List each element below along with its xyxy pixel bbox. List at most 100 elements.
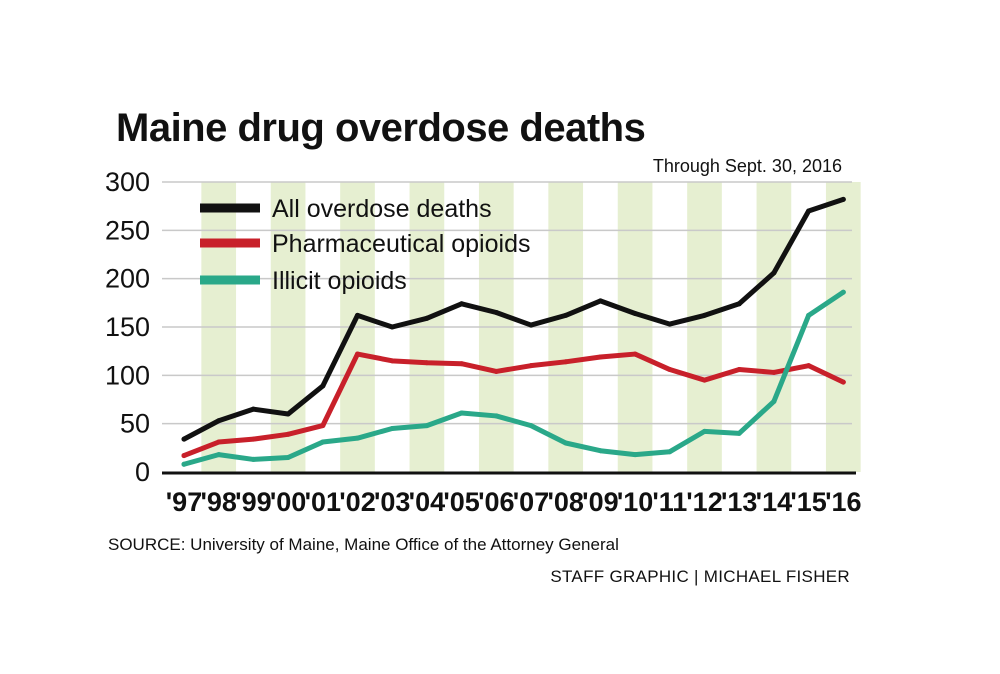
data-point <box>563 359 569 365</box>
data-point <box>320 439 326 445</box>
data-point <box>632 310 638 316</box>
data-point <box>493 413 499 419</box>
x-tick-label: '02 <box>339 487 375 517</box>
x-tick-label: '97 <box>166 487 202 517</box>
data-point <box>389 324 395 330</box>
data-point <box>355 351 360 357</box>
data-point <box>528 423 534 429</box>
x-tick-label: '00 <box>270 487 306 517</box>
data-point <box>216 452 222 458</box>
y-tick-label: 0 <box>135 457 150 487</box>
series-line-2 <box>181 289 846 467</box>
legend-label: All overdose deaths <box>272 195 492 223</box>
series-line-0 <box>181 196 846 442</box>
y-tick-label: 50 <box>120 409 150 439</box>
y-tick-label: 300 <box>105 167 150 197</box>
data-point <box>667 321 673 327</box>
data-point <box>771 398 777 404</box>
series-line-1 <box>181 351 846 459</box>
data-point <box>736 430 742 436</box>
y-axis-ticks: 0 50 100 150 200 250 300 <box>105 167 150 487</box>
y-tick-label: 250 <box>105 215 150 245</box>
x-tick-label: '11 <box>652 487 687 517</box>
chart-title: Maine drug overdose deaths <box>116 106 646 150</box>
data-point <box>285 411 291 417</box>
x-tick-label: '10 <box>617 487 653 517</box>
data-point <box>181 436 187 442</box>
data-point <box>840 379 846 385</box>
x-tick-label: '07 <box>513 487 549 517</box>
x-tick-label: '98 <box>200 487 236 517</box>
data-point <box>736 367 742 373</box>
x-tick-label: '01 <box>305 487 341 517</box>
data-point <box>493 368 499 374</box>
x-tick-label: '16 <box>825 487 861 517</box>
data-point <box>702 312 707 318</box>
data-point <box>806 312 812 318</box>
data-point <box>355 435 360 441</box>
data-point <box>597 448 603 454</box>
x-axis-ticks: '97'98'99'00'01'02'03'04'05'06'07'08'09'… <box>166 487 862 517</box>
x-tick-label: '09 <box>582 487 618 517</box>
data-point <box>771 369 777 375</box>
legend: All overdose deaths Pharmaceutical opioid… <box>200 195 530 295</box>
data-point <box>389 358 395 364</box>
data-point <box>528 363 534 369</box>
data-point <box>355 312 360 318</box>
data-point <box>459 361 465 367</box>
data-point <box>459 301 465 307</box>
data-point <box>667 449 673 455</box>
data-point <box>840 289 846 295</box>
data-point <box>667 367 673 373</box>
chart-subtitle: Through Sept. 30, 2016 <box>652 156 842 176</box>
data-point <box>702 428 707 434</box>
data-point <box>389 426 395 431</box>
x-tick-label: '15 <box>790 487 826 517</box>
data-point <box>528 322 534 328</box>
y-tick-label: 200 <box>105 264 150 294</box>
data-point <box>563 312 569 318</box>
data-point <box>424 360 430 366</box>
x-tick-label: '12 <box>686 487 722 517</box>
data-point <box>424 423 430 429</box>
staff-credit: STAFF GRAPHIC | MICHAEL FISHER <box>550 567 850 586</box>
y-tick-label: 150 <box>105 312 150 342</box>
series-lines <box>181 196 846 467</box>
x-tick-label: '03 <box>374 487 410 517</box>
data-point <box>806 363 812 369</box>
data-point <box>597 354 603 360</box>
gridlines <box>162 181 852 425</box>
x-tick-label: '05 <box>443 487 479 517</box>
data-point <box>702 377 707 383</box>
data-point <box>181 461 187 467</box>
data-point <box>181 453 187 459</box>
data-point <box>250 406 256 412</box>
x-tick-label: '13 <box>721 487 757 517</box>
x-tick-label: '14 <box>756 487 792 517</box>
data-point <box>459 410 465 416</box>
data-point <box>597 298 603 304</box>
data-point <box>285 455 291 460</box>
data-point <box>736 301 742 307</box>
x-tick-label: '06 <box>478 487 514 517</box>
data-point <box>320 383 326 389</box>
data-point <box>563 440 569 446</box>
legend-label: Pharmaceutical opioids <box>272 230 530 258</box>
data-point <box>320 423 326 429</box>
data-point <box>632 351 638 357</box>
data-point <box>216 418 222 424</box>
data-point <box>771 270 777 276</box>
y-tick-label: 100 <box>105 360 150 390</box>
data-point <box>840 196 846 202</box>
x-tick-label: '08 <box>547 487 583 517</box>
data-point <box>216 439 222 445</box>
data-point <box>806 208 812 214</box>
data-point <box>250 436 256 442</box>
source-note: SOURCE: University of Maine, Maine Offic… <box>108 535 619 554</box>
data-point <box>632 452 638 458</box>
x-tick-label: '04 <box>409 487 445 517</box>
legend-label: Illicit opioids <box>272 267 407 295</box>
data-point <box>250 456 256 462</box>
data-point <box>493 310 499 315</box>
